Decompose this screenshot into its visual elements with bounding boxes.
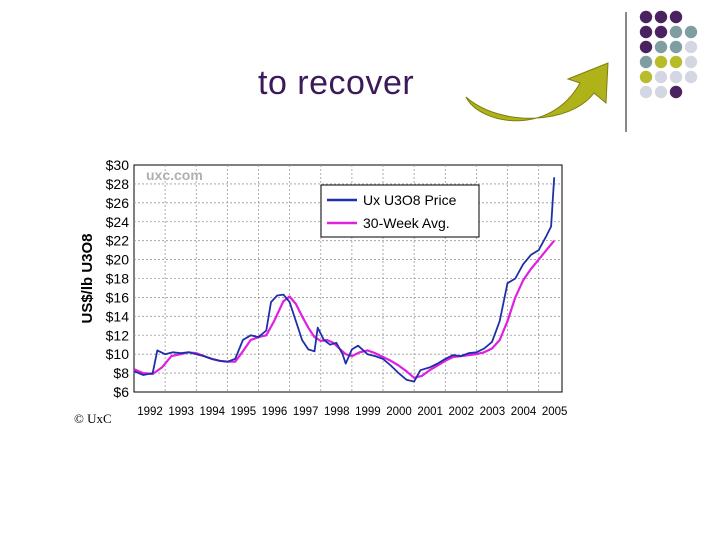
decorative-dot — [684, 25, 698, 39]
x-tick-label: 1998 — [324, 406, 350, 418]
x-tick-label: 1995 — [231, 406, 257, 418]
decorative-dot — [669, 10, 683, 24]
decorative-dot — [669, 25, 683, 39]
decorative-dot — [684, 55, 698, 69]
watermark-label: uxc.com — [146, 167, 203, 183]
x-tick-label: 2004 — [511, 406, 537, 418]
y-tick-label: $18 — [106, 271, 130, 287]
x-tick-label: 2005 — [542, 406, 568, 418]
decorative-dot — [669, 55, 683, 69]
decorative-dot — [639, 25, 653, 39]
y-axis-label: US$/lb U3O8 — [79, 233, 96, 323]
legend-label: Ux U3O8 Price — [363, 192, 457, 208]
x-tick-label: 1999 — [355, 406, 381, 418]
y-tick-label: $30 — [106, 157, 130, 173]
decorative-dot — [639, 40, 653, 54]
x-tick-label: 2001 — [417, 406, 443, 418]
decorative-dot — [654, 85, 668, 99]
decorative-dot-grid — [639, 10, 698, 99]
decorative-dot — [669, 70, 683, 84]
uranium-price-chart: $30 $28 $26 $24 $22 $20 $18 $16 $14 $12 $10 $8 $6 199… — [79, 157, 568, 418]
y-tick-label: $20 — [106, 252, 130, 268]
decorative-dot — [654, 10, 668, 24]
decorative-dot — [654, 55, 668, 69]
y-tick-label: $10 — [106, 346, 130, 362]
decorative-dot — [654, 25, 668, 39]
y-tick-label: $12 — [106, 327, 130, 343]
series-line-price — [133, 177, 556, 383]
decorative-dot — [639, 70, 653, 84]
decorative-dot — [639, 85, 653, 99]
y-tick-label: $16 — [106, 289, 130, 305]
decorative-dot — [639, 10, 653, 24]
y-tick-label: $6 — [113, 384, 129, 400]
decorative-dot — [669, 40, 683, 54]
decorative-dot — [639, 55, 653, 69]
y-tick-label: $28 — [106, 176, 130, 192]
y-tick-label: $22 — [106, 233, 130, 249]
decorative-dot — [654, 70, 668, 84]
decorative-dot — [684, 40, 698, 54]
x-tick-label: 2002 — [448, 406, 474, 418]
y-tick-label: $8 — [113, 365, 129, 381]
x-tick-label: 2003 — [480, 406, 506, 418]
slide-title: to recover — [258, 64, 415, 102]
y-tick-label: $24 — [106, 214, 130, 230]
y-tick-label: $26 — [106, 195, 130, 211]
decorative-dot — [684, 70, 698, 84]
curved-arrow-icon — [465, 62, 609, 122]
copyright-notice: © UxC — [74, 411, 112, 426]
decorative-dot — [654, 40, 668, 54]
y-tick-label: $14 — [106, 308, 130, 324]
x-tick-label: 1992 — [137, 406, 163, 418]
x-tick-label: 1993 — [168, 406, 194, 418]
decorative-dot — [669, 85, 683, 99]
legend-label: 30-Week Avg. — [363, 215, 450, 231]
x-tick-label: 1994 — [199, 406, 225, 418]
decorative-divider — [625, 12, 627, 132]
x-tick-label: 1996 — [262, 406, 288, 418]
x-tick-label: 2000 — [386, 406, 412, 418]
x-tick-label: 1997 — [293, 406, 319, 418]
legend: Ux U3O8 Price 30-Week Avg. — [320, 184, 480, 238]
